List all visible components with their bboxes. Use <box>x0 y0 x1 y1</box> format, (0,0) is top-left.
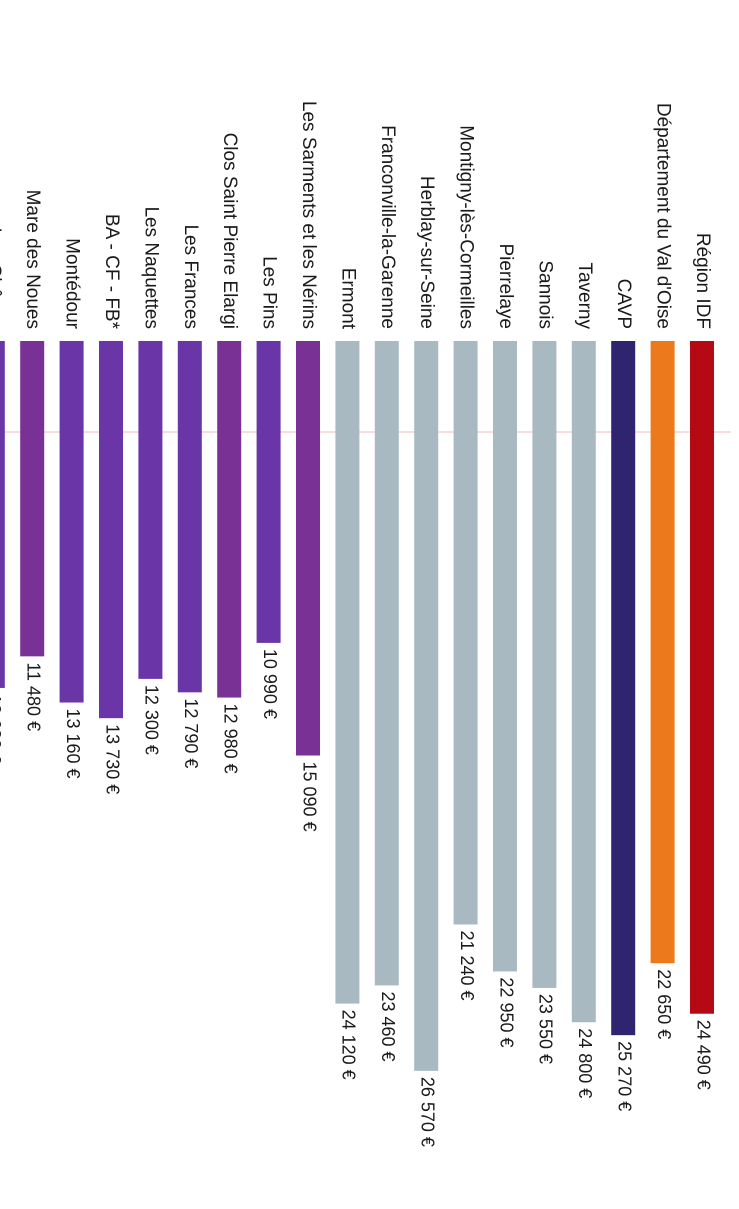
category-label: Les Sarments et les Nérins <box>298 101 319 329</box>
value-labels: 24 490 € 22 650 € 25 270 € 24 800 € 23 550 €… <box>0 649 713 1147</box>
value-label: 12 300 € <box>142 685 162 755</box>
bar <box>138 341 163 679</box>
category-label: Pierrelaye <box>495 243 516 329</box>
bars <box>0 341 714 1071</box>
bar <box>177 341 202 693</box>
bar <box>0 341 5 688</box>
value-label: 12 980 € <box>220 704 240 774</box>
bar <box>532 341 557 988</box>
bar <box>571 341 596 1023</box>
value-label: 23 550 € <box>536 994 556 1064</box>
value-label: 11 480 € <box>23 662 43 731</box>
bar <box>414 341 439 1071</box>
value-label: 10 990 € <box>260 649 280 719</box>
bar <box>217 341 242 698</box>
value-label: 24 800 € <box>575 1028 595 1098</box>
category-label: BA - CF - FB* <box>101 214 122 330</box>
value-label: 22 650 € <box>654 969 674 1039</box>
bar <box>650 341 675 964</box>
value-label: 12 630 € <box>0 694 4 764</box>
bar <box>296 341 320 756</box>
bar <box>256 341 281 643</box>
bar <box>374 341 399 986</box>
bar <box>99 341 123 719</box>
category-label: Région IDF <box>692 233 713 329</box>
value-label: 26 570 € <box>417 1077 437 1147</box>
category-labels: Région IDF Département du Val d'Oise CAVP T… <box>0 101 713 330</box>
value-label: 12 790 € <box>181 698 201 768</box>
value-label: 24 490 € <box>693 1020 713 1090</box>
category-label: Montigny-lès-Cormeilles <box>456 125 477 329</box>
value-label: 21 240 € <box>457 930 477 1000</box>
category-label: Taverny <box>574 262 595 329</box>
value-label: 15 090 € <box>299 762 319 832</box>
category-label: Les Chênes <box>0 228 4 329</box>
bar <box>690 341 714 1014</box>
value-label: 13 160 € <box>63 709 83 779</box>
bar <box>493 341 517 972</box>
value-label: 22 950 € <box>496 977 516 1047</box>
category-label: Montédour <box>62 238 83 330</box>
value-label: 23 460 € <box>378 991 398 1061</box>
bar <box>611 341 636 1036</box>
category-label: Mare des Noues <box>22 190 43 329</box>
value-label: 24 120 € <box>339 1010 359 1080</box>
category-label: CAVP <box>613 279 634 329</box>
category-label: Les Pins <box>259 256 280 329</box>
category-label: Herblay-sur-Seine <box>416 176 437 329</box>
rotated-chart-group: Région IDF Département du Val d'Oise CAVP T… <box>0 101 731 1147</box>
category-label: Sannois <box>534 260 555 329</box>
bar <box>335 341 360 1004</box>
category-label: Clos Saint Pierre Elargi <box>219 133 240 329</box>
value-label: 13 730 € <box>102 724 122 794</box>
bar <box>20 341 45 657</box>
bar <box>453 341 478 925</box>
category-label: Franconville-la-Garenne <box>377 125 398 329</box>
category-label: Département du Val d'Oise <box>653 103 674 329</box>
category-label: Les Frances <box>180 224 201 329</box>
category-label: Les Naquettes <box>140 206 161 329</box>
value-label: 25 270 € <box>614 1041 634 1111</box>
category-label: Ermont <box>337 268 358 330</box>
bar <box>59 341 84 703</box>
